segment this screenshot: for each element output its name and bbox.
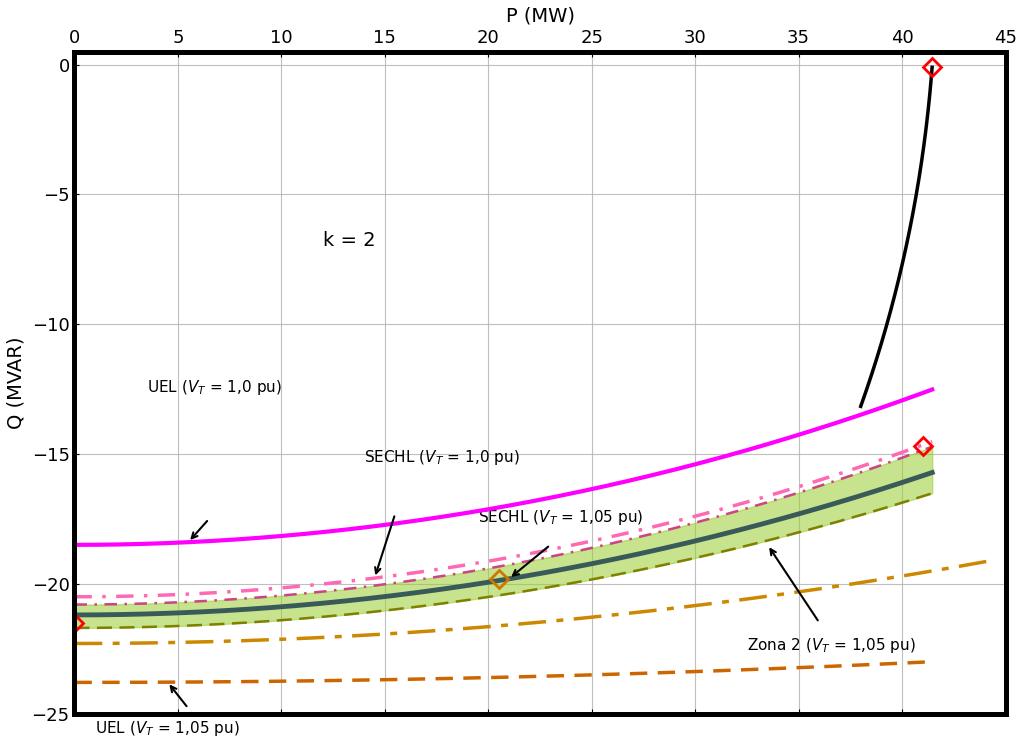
Y-axis label: Q (MVAR): Q (MVAR) (7, 336, 26, 429)
Text: UEL ($V_T$ = 1,0 pu): UEL ($V_T$ = 1,0 pu) (146, 378, 282, 397)
Text: SECHL ($V_T$ = 1,0 pu): SECHL ($V_T$ = 1,0 pu) (365, 448, 520, 467)
Text: Zona 2 ($V_T$ = 1,05 pu): Zona 2 ($V_T$ = 1,05 pu) (746, 635, 915, 655)
Text: UEL ($V_T$ = 1,05 pu): UEL ($V_T$ = 1,05 pu) (95, 719, 240, 738)
X-axis label: P (MW): P (MW) (506, 7, 574, 26)
Text: k = 2: k = 2 (323, 231, 376, 251)
Text: SECHL ($V_T$ = 1,05 pu): SECHL ($V_T$ = 1,05 pu) (478, 507, 643, 527)
